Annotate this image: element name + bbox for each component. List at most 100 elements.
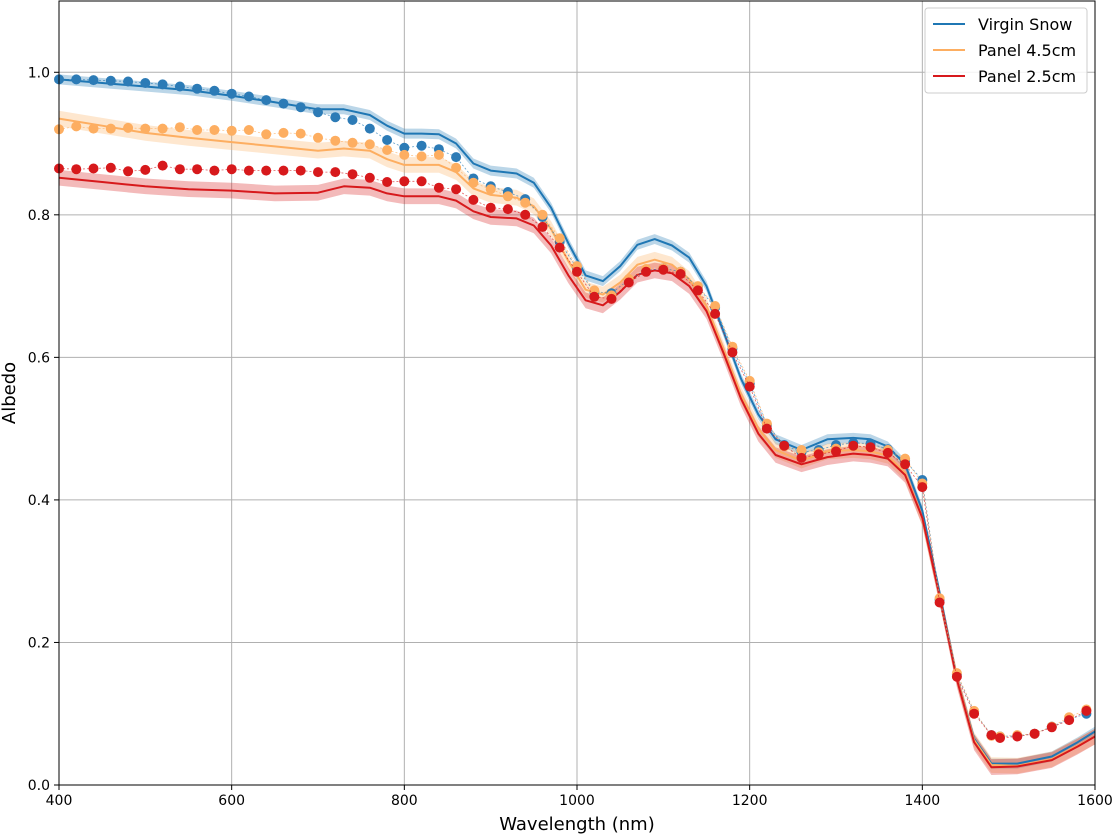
data-point-2 [1064,715,1075,726]
data-point-0 [226,88,237,99]
y-tick-label: 0.4 [28,493,50,509]
data-point-2 [641,266,652,277]
data-point-2 [1081,705,1092,716]
line-0 [58,78,1096,765]
data-point-2 [813,449,824,460]
data-point-0 [295,102,306,113]
data-point-2 [399,176,410,187]
data-point-0 [278,98,289,109]
data-point-2 [313,167,323,178]
data-point-2 [1029,728,1040,739]
data-point-2 [226,164,237,175]
data-point-1 [554,233,565,244]
x-tick-label: 1400 [905,793,941,809]
data-point-1 [416,151,427,162]
data-point-0 [347,115,358,125]
data-point-1 [174,122,185,133]
data-point-2 [209,165,220,176]
data-point-2 [969,708,980,719]
data-point-1 [295,128,306,139]
data-point-0 [105,75,116,86]
data-point-1 [347,137,358,148]
data-point-0 [192,83,203,94]
data-point-0 [88,75,99,86]
data-point-2 [761,423,772,434]
series-bands [59,74,1095,775]
data-point-1 [123,122,134,133]
data-point-2 [831,446,841,457]
data-point-2 [192,164,203,175]
data-point-1 [278,127,289,138]
data-point-1 [313,132,323,143]
data-point-1 [485,184,496,195]
series-points [54,74,1092,743]
data-point-1 [537,209,548,220]
data-point-1 [226,125,237,136]
data-point-2 [744,381,755,392]
data-point-0 [416,140,427,151]
data-point-0 [399,142,410,153]
legend-label-2: Panel 2.5cm [978,67,1076,86]
band-2 [59,169,1095,775]
data-point-1 [382,145,393,155]
data-point-1 [88,123,99,134]
data-point-2 [433,182,444,193]
data-point-0 [157,79,168,90]
data-point-2 [779,440,790,451]
data-point-2 [382,177,393,187]
data-point-0 [313,107,323,118]
data-point-1 [710,301,721,311]
line-2 [58,176,1096,769]
data-point-0 [140,78,151,88]
data-point-2 [900,459,911,470]
data-point-2 [882,447,893,458]
data-point-2 [330,167,341,178]
data-point-2 [364,172,375,183]
data-point-2 [675,269,686,279]
data-point-1 [261,129,272,140]
data-point-2 [727,347,738,358]
data-point-2 [157,160,168,171]
data-point-2 [710,308,721,319]
data-point-1 [140,123,151,134]
data-point-0 [209,85,220,96]
data-point-2 [692,285,703,296]
data-point-2 [554,242,565,253]
data-point-2 [1012,731,1023,742]
data-point-2 [278,165,289,176]
data-point-1 [520,197,531,208]
data-point-2 [71,164,82,175]
data-point-2 [865,442,876,453]
y-tick-label: 0.2 [28,635,50,651]
x-axis-label: Wavelength (nm) [499,814,655,834]
data-point-1 [71,121,82,132]
data-point-1 [399,149,410,160]
series-lines [58,78,1096,769]
data-point-2 [848,440,859,451]
x-tick-label: 800 [391,793,418,809]
data-point-1 [105,123,116,134]
data-point-2 [140,164,151,175]
data-point-1 [468,177,479,188]
data-point-2 [917,482,928,493]
data-point-1 [330,135,341,146]
x-tick-label: 1600 [1077,793,1113,809]
data-point-2 [623,277,634,288]
data-point-2 [468,194,479,205]
data-point-0 [330,112,341,123]
data-point-0 [71,74,82,85]
data-point-2 [796,452,807,463]
y-tick-label: 0.6 [28,350,50,366]
data-point-1 [451,162,462,173]
data-point-2 [995,733,1005,743]
data-point-1 [157,123,168,134]
y-tick-label: 0.8 [28,208,50,224]
y-axis-label: Albedo [0,362,20,424]
data-point-2 [658,264,669,275]
legend: Virgin Snow Panel 4.5cm Panel 2.5cm [924,7,1088,94]
data-point-2 [572,266,582,277]
data-point-2 [347,169,358,180]
legend-label-1: Panel 4.5cm [978,41,1076,60]
data-point-1 [502,191,513,202]
